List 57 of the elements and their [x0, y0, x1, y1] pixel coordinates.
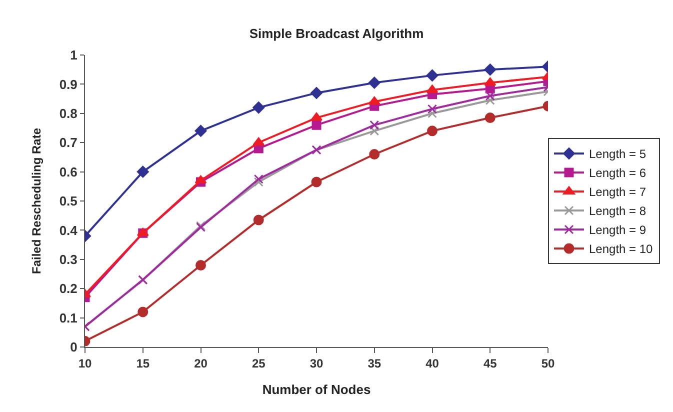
point — [485, 91, 495, 101]
point — [310, 112, 322, 121]
legend-label: Length = 6 — [589, 166, 646, 180]
point — [368, 96, 380, 105]
x-tick-label: 30 — [310, 356, 324, 370]
point — [312, 120, 322, 130]
legend-label: Length = 7 — [589, 185, 646, 200]
x-tick-label: 50 — [541, 356, 555, 370]
point — [428, 104, 437, 114]
point — [484, 112, 496, 124]
point — [311, 176, 322, 188]
x-tick-label: 25 — [252, 356, 266, 370]
y-tick-label: 0.1 — [59, 310, 78, 326]
y-tick-label: 0.4 — [59, 222, 78, 238]
legend-label: Length = 5 — [589, 147, 646, 162]
legend-label: Length = 8 — [589, 204, 646, 218]
point — [138, 306, 148, 318]
x-tick-label: 40 — [426, 356, 440, 370]
y-tick-label: 0.7 — [59, 135, 78, 150]
y-tick-label: 0.5 — [59, 194, 78, 209]
point — [252, 137, 265, 146]
point — [196, 260, 206, 270]
point — [426, 84, 438, 94]
x-tick-label: 15 — [136, 356, 150, 370]
x-tick-label: 35 — [368, 356, 382, 370]
y-axis-title: Failed Rescheduling Rate — [30, 128, 44, 274]
x-tick-label: 45 — [483, 356, 498, 370]
legend-label: Length = 9 — [589, 223, 646, 238]
y-tick-label: 0.3 — [59, 252, 78, 267]
point — [484, 77, 496, 86]
chart-title: Simple Broadcast Algorithm — [249, 26, 424, 41]
y-tick-label: 0.6 — [59, 164, 78, 180]
x-tick-label: 10 — [78, 356, 92, 370]
point — [485, 96, 495, 106]
y-tick-label: 0.8 — [59, 106, 78, 121]
point — [426, 69, 438, 82]
point — [194, 124, 207, 137]
point — [370, 126, 380, 136]
point — [370, 120, 380, 130]
point — [310, 87, 322, 99]
point — [194, 175, 207, 184]
point — [369, 149, 380, 160]
point — [368, 76, 380, 89]
y-tick-label: 0 — [70, 340, 78, 355]
y-tick-label: 0.2 — [59, 281, 78, 296]
legend-label: Length = 10 — [589, 242, 654, 256]
point — [254, 177, 264, 187]
point — [427, 126, 438, 136]
x-tick-label: 20 — [194, 356, 208, 370]
point — [253, 214, 264, 226]
point — [252, 102, 265, 114]
y-tick-label: 1 — [70, 48, 78, 63]
point — [484, 64, 496, 76]
point — [136, 166, 149, 178]
y-tick-label: 0.9 — [59, 76, 78, 92]
point — [254, 174, 264, 184]
x-axis-title: Number of Nodes — [262, 382, 371, 397]
